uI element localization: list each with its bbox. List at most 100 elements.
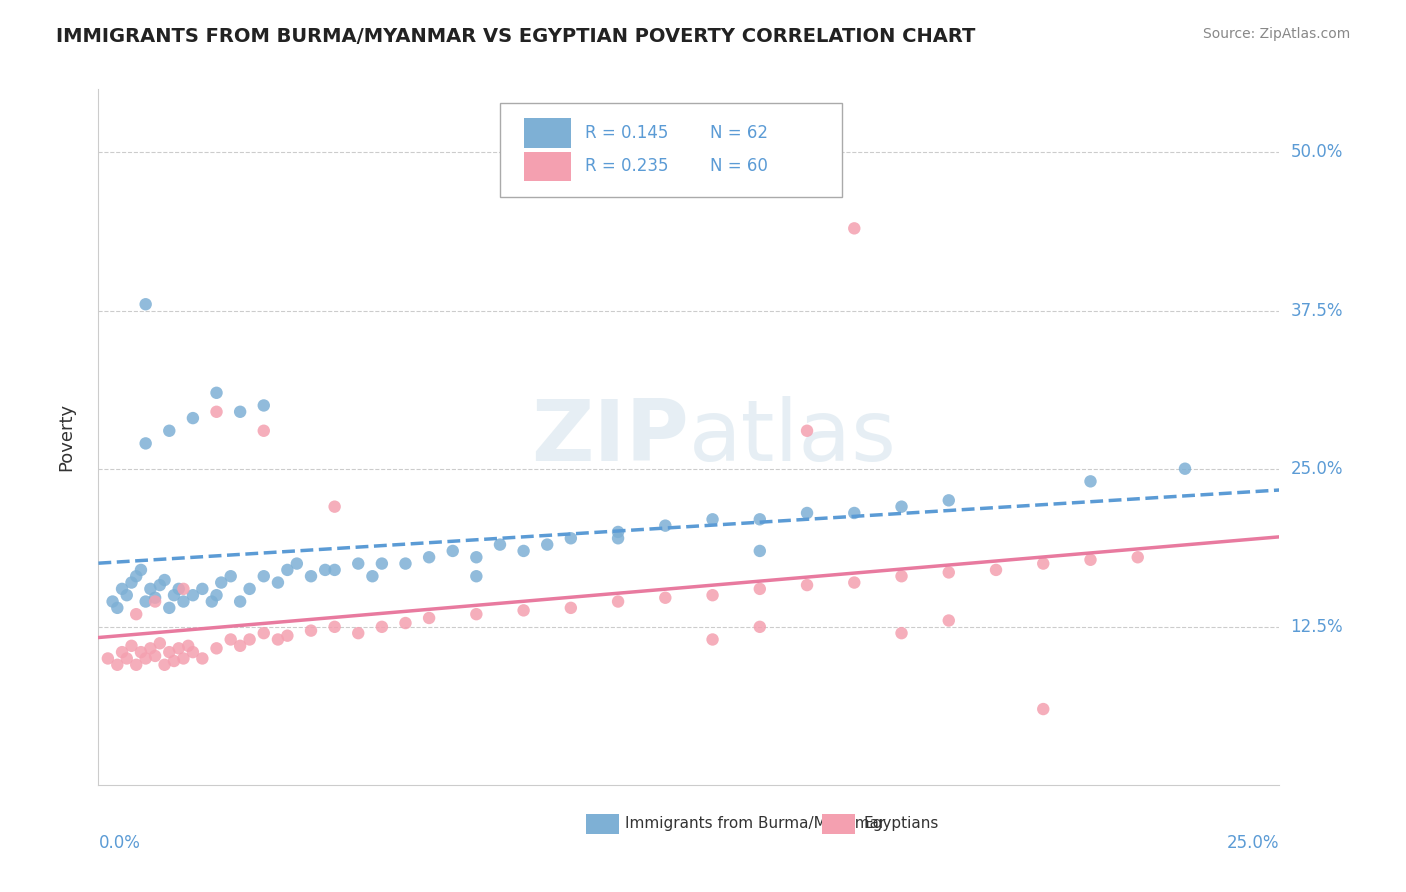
Point bbox=[1080, 553, 1102, 567]
Point bbox=[512, 603, 534, 617]
FancyBboxPatch shape bbox=[501, 103, 842, 197]
Point bbox=[890, 500, 912, 514]
Point bbox=[796, 506, 818, 520]
Text: atlas: atlas bbox=[689, 395, 897, 479]
Point bbox=[323, 620, 346, 634]
Point bbox=[1126, 550, 1149, 565]
Point bbox=[209, 575, 232, 590]
Point bbox=[181, 588, 204, 602]
Point bbox=[654, 591, 676, 605]
Text: Source: ZipAtlas.com: Source: ZipAtlas.com bbox=[1202, 27, 1350, 41]
Point bbox=[607, 531, 630, 545]
Point bbox=[125, 657, 148, 672]
Point bbox=[172, 594, 194, 608]
Point bbox=[418, 611, 440, 625]
Point bbox=[139, 582, 162, 596]
Text: 0.0%: 0.0% bbox=[98, 834, 141, 852]
Point bbox=[796, 424, 818, 438]
Text: 50.0%: 50.0% bbox=[1291, 144, 1343, 161]
Point bbox=[149, 578, 172, 592]
Point bbox=[129, 563, 152, 577]
Point bbox=[702, 632, 724, 647]
FancyBboxPatch shape bbox=[523, 119, 571, 148]
Point bbox=[560, 600, 582, 615]
FancyBboxPatch shape bbox=[586, 814, 619, 834]
FancyBboxPatch shape bbox=[823, 814, 855, 834]
Point bbox=[702, 512, 724, 526]
Point bbox=[276, 563, 298, 577]
Point bbox=[143, 594, 166, 608]
Point bbox=[205, 385, 228, 400]
Point bbox=[101, 594, 124, 608]
Point bbox=[465, 569, 488, 583]
Text: 25.0%: 25.0% bbox=[1291, 459, 1343, 478]
Point bbox=[890, 626, 912, 640]
Point bbox=[276, 629, 298, 643]
Text: 25.0%: 25.0% bbox=[1227, 834, 1279, 852]
Point bbox=[890, 569, 912, 583]
Point bbox=[654, 518, 676, 533]
Point bbox=[938, 493, 960, 508]
Point bbox=[267, 632, 290, 647]
Point bbox=[844, 221, 866, 235]
Point bbox=[157, 424, 180, 438]
Point bbox=[748, 620, 770, 634]
Point bbox=[229, 639, 252, 653]
Point bbox=[125, 569, 148, 583]
Point bbox=[371, 620, 394, 634]
Point bbox=[153, 657, 176, 672]
Point bbox=[121, 639, 143, 653]
Text: 37.5%: 37.5% bbox=[1291, 301, 1343, 319]
Point bbox=[267, 575, 290, 590]
Point bbox=[748, 582, 770, 596]
Point bbox=[105, 657, 128, 672]
Point bbox=[465, 550, 488, 565]
Point bbox=[938, 614, 960, 628]
Point bbox=[371, 557, 394, 571]
Point bbox=[239, 632, 262, 647]
Point bbox=[135, 297, 157, 311]
Point bbox=[536, 538, 558, 552]
Point bbox=[125, 607, 148, 622]
Point bbox=[115, 588, 138, 602]
Point bbox=[1080, 475, 1102, 489]
Point bbox=[219, 569, 242, 583]
Point bbox=[219, 632, 242, 647]
Point bbox=[205, 405, 228, 419]
Point bbox=[143, 648, 166, 663]
Point bbox=[984, 563, 1007, 577]
Point bbox=[205, 588, 228, 602]
Point bbox=[844, 506, 866, 520]
Point bbox=[205, 641, 228, 656]
Point bbox=[361, 569, 384, 583]
Point bbox=[299, 624, 322, 638]
Point bbox=[172, 582, 194, 596]
Point bbox=[111, 645, 134, 659]
Text: ZIP: ZIP bbox=[531, 395, 689, 479]
Point bbox=[253, 626, 276, 640]
Point bbox=[105, 600, 128, 615]
Point bbox=[149, 636, 172, 650]
Point bbox=[191, 651, 214, 665]
Point bbox=[135, 594, 157, 608]
Point bbox=[111, 582, 134, 596]
Point bbox=[143, 591, 166, 605]
Point bbox=[796, 578, 818, 592]
Point bbox=[157, 600, 180, 615]
Point bbox=[1032, 557, 1054, 571]
Point bbox=[115, 651, 138, 665]
Text: IMMIGRANTS FROM BURMA/MYANMAR VS EGYPTIAN POVERTY CORRELATION CHART: IMMIGRANTS FROM BURMA/MYANMAR VS EGYPTIA… bbox=[56, 27, 976, 45]
Point bbox=[347, 557, 370, 571]
Point bbox=[560, 531, 582, 545]
Point bbox=[347, 626, 370, 640]
Point bbox=[323, 500, 346, 514]
Point bbox=[748, 544, 770, 558]
Point bbox=[229, 594, 252, 608]
Text: 12.5%: 12.5% bbox=[1291, 618, 1343, 636]
Y-axis label: Poverty: Poverty bbox=[56, 403, 75, 471]
Point bbox=[172, 651, 194, 665]
Point bbox=[512, 544, 534, 558]
Point bbox=[191, 582, 214, 596]
Point bbox=[844, 575, 866, 590]
Point bbox=[139, 641, 162, 656]
